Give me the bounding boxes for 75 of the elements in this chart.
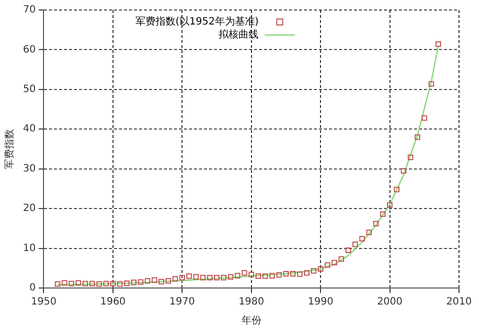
point [110,280,116,286]
point [214,274,220,280]
y-tick-label: 50 [22,84,36,96]
x-tick-label: 1970 [169,296,195,308]
point [138,279,144,285]
point [366,230,372,236]
x-axis-title: 年份 [241,314,262,327]
point [422,115,428,121]
point [62,280,68,286]
x-tick-label: 1960 [100,296,126,308]
point [179,274,185,280]
point [117,281,123,287]
point [200,274,206,280]
point [68,280,74,286]
point [248,272,254,278]
point [152,277,158,283]
y-tick-label: 60 [22,44,36,56]
y-tick-label: 0 [29,282,36,294]
x-tick-label: 1980 [238,296,264,308]
point [304,270,310,276]
x-tick-label: 2010 [446,296,472,308]
point [103,280,109,286]
point [338,256,344,262]
y-tick-label: 40 [22,124,36,135]
point [256,273,262,279]
point [290,270,296,276]
point [414,134,420,140]
point [394,186,400,192]
point [269,272,275,278]
y-tick-label: 30 [22,163,36,174]
point [228,274,234,280]
legend-label: 军费指数(以1952年为基准) [135,16,259,28]
point [262,273,268,279]
point [242,270,248,276]
point [380,211,386,217]
point [76,280,82,286]
legend-label: 拟核曲线 [218,28,259,41]
point [220,274,226,280]
point [387,202,393,208]
point [124,280,130,286]
y-tick-label: 10 [22,242,36,254]
point [207,274,213,280]
point [359,236,365,242]
point [54,281,60,287]
point [332,260,338,266]
point [186,273,192,279]
point [234,272,240,278]
point [408,154,414,160]
point [318,266,324,272]
point [283,270,289,276]
point [297,271,303,277]
point [428,81,434,87]
point [166,278,172,284]
point [158,278,164,284]
x-tick-label: 2000 [377,296,403,308]
point [193,274,199,280]
x-tick-label: 1990 [308,296,334,308]
point [96,281,102,287]
point [310,268,316,274]
point [89,280,95,286]
x-tick-label: 1950 [31,296,56,308]
point [373,220,379,226]
point [345,248,352,254]
point [352,242,358,248]
point [130,280,136,286]
point [400,168,406,174]
point [144,278,150,284]
point [172,276,178,282]
point [276,272,282,278]
y-tick-label: 20 [22,203,36,214]
point [82,280,88,286]
y-axis-title: 军费指数 [4,129,16,169]
point [435,41,441,47]
point [324,262,330,268]
y-tick-label: 70 [22,4,36,16]
